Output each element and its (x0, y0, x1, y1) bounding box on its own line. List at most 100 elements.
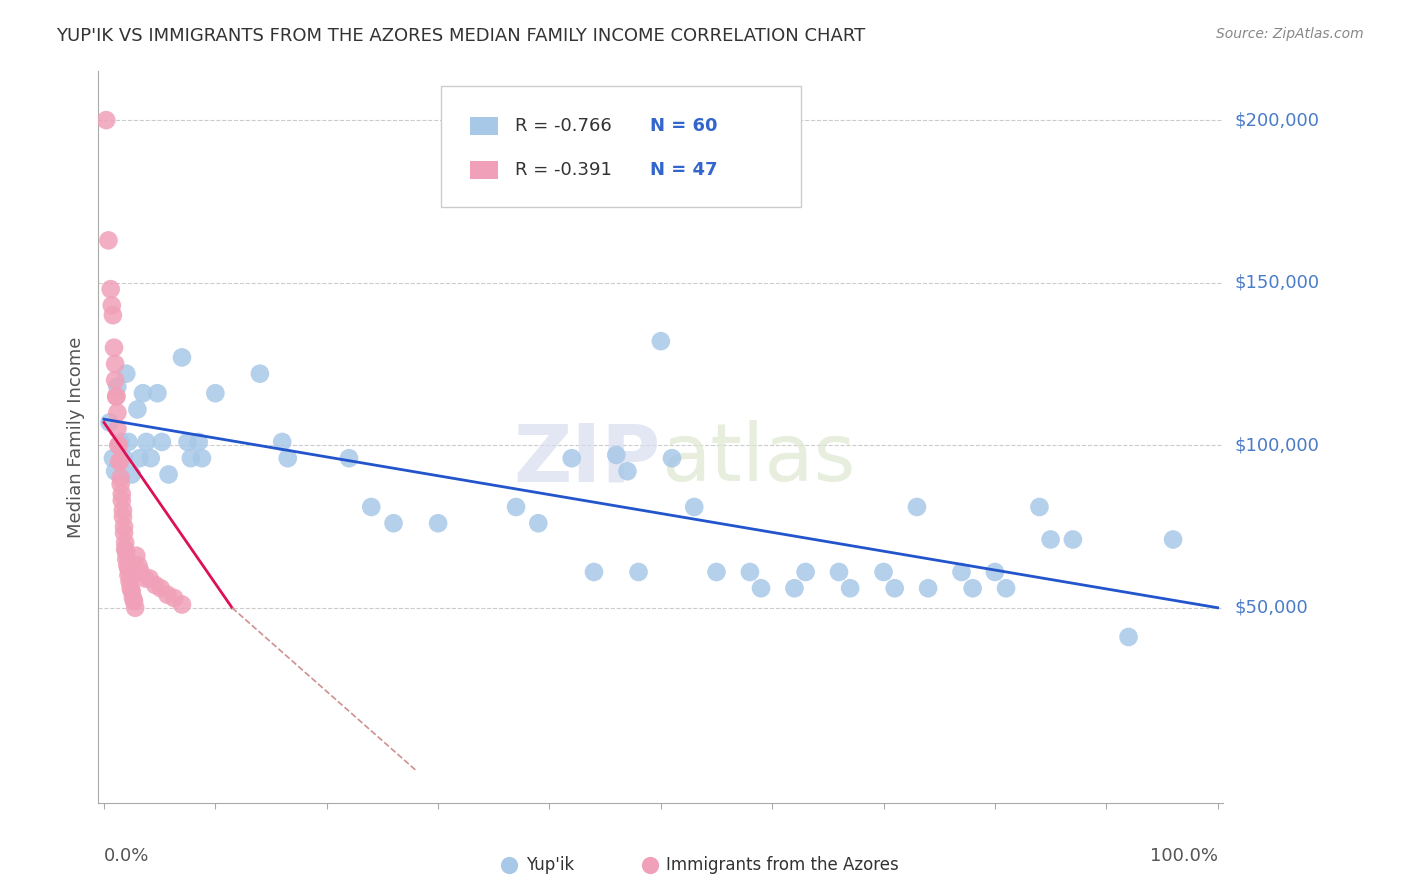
Point (783, 581, 806, 595)
Point (112, 519, 135, 533)
Point (108, 454, 131, 468)
Point (115, 552, 138, 566)
Point (505, 500, 527, 514)
Point (157, 467, 180, 482)
Y-axis label: Median Family Income: Median Family Income (66, 336, 84, 538)
FancyBboxPatch shape (470, 117, 498, 136)
Point (115, 545, 138, 559)
Point (96, 113, 118, 128)
Point (101, 308, 124, 322)
Point (828, 565, 851, 579)
Point (117, 568, 139, 582)
Point (839, 581, 862, 595)
Point (107, 438, 129, 452)
Text: R = -0.766: R = -0.766 (515, 117, 612, 136)
Point (872, 565, 894, 579)
Point (104, 357, 127, 371)
Point (883, 581, 905, 595)
Point (187, 434, 209, 449)
FancyBboxPatch shape (470, 161, 498, 179)
Point (135, 434, 157, 449)
Point (638, 764, 661, 778)
Point (738, 565, 761, 579)
Point (271, 434, 294, 449)
Point (104, 464, 127, 478)
Point (114, 542, 136, 557)
Point (125, 549, 148, 563)
Point (706, 565, 728, 579)
Point (382, 516, 405, 531)
Point (170, 351, 193, 365)
Point (627, 565, 650, 579)
Point (103, 341, 125, 355)
Point (582, 565, 605, 579)
Text: $200,000: $200,000 (1234, 112, 1319, 129)
Point (138, 572, 160, 586)
Point (905, 500, 928, 514)
Point (749, 581, 772, 595)
Text: $150,000: $150,000 (1234, 274, 1319, 292)
Point (527, 516, 550, 531)
Point (995, 581, 1018, 595)
Point (984, 565, 1007, 579)
Point (427, 516, 450, 531)
Point (794, 565, 817, 579)
Point (132, 386, 155, 401)
Point (176, 434, 198, 449)
Point (170, 598, 193, 612)
Point (117, 434, 139, 449)
Point (917, 581, 939, 595)
Point (110, 471, 132, 485)
Point (499, 764, 522, 778)
Point (127, 402, 149, 417)
Point (661, 451, 683, 466)
Text: atlas: atlas (661, 420, 855, 498)
Point (163, 591, 186, 605)
Text: N = 60: N = 60 (650, 117, 717, 136)
Point (129, 565, 152, 579)
Point (180, 451, 202, 466)
Point (97, 234, 120, 248)
Point (101, 451, 124, 466)
Text: ZIP: ZIP (513, 420, 661, 498)
Point (1062, 533, 1084, 547)
Point (120, 581, 142, 595)
Point (101, 298, 124, 312)
Text: N = 47: N = 47 (650, 161, 717, 179)
Point (111, 503, 134, 517)
Point (156, 588, 179, 602)
FancyBboxPatch shape (441, 86, 801, 207)
Text: $50,000: $50,000 (1234, 599, 1308, 616)
Point (105, 422, 128, 436)
Text: YUP'IK VS IMMIGRANTS FROM THE AZORES MEDIAN FAMILY INCOME CORRELATION CHART: YUP'IK VS IMMIGRANTS FROM THE AZORES MED… (56, 27, 866, 45)
Point (114, 535, 136, 549)
Point (146, 386, 169, 401)
Point (107, 438, 129, 452)
Point (112, 526, 135, 541)
Point (191, 451, 214, 466)
Point (108, 454, 131, 468)
Point (122, 591, 145, 605)
Point (605, 448, 627, 462)
Point (683, 500, 706, 514)
Point (249, 367, 271, 381)
Point (110, 477, 132, 491)
Point (139, 451, 162, 466)
Point (962, 581, 984, 595)
Point (128, 558, 150, 573)
Point (117, 558, 139, 573)
Point (143, 578, 166, 592)
Text: 0.0%: 0.0% (104, 847, 149, 864)
Point (105, 380, 128, 394)
Point (149, 581, 172, 595)
Point (111, 487, 134, 501)
Point (111, 493, 134, 508)
Point (337, 451, 360, 466)
Point (1028, 500, 1050, 514)
Point (105, 389, 128, 403)
Point (121, 467, 143, 482)
Point (128, 451, 150, 466)
Point (360, 500, 382, 514)
Point (100, 282, 122, 296)
Point (105, 389, 128, 403)
